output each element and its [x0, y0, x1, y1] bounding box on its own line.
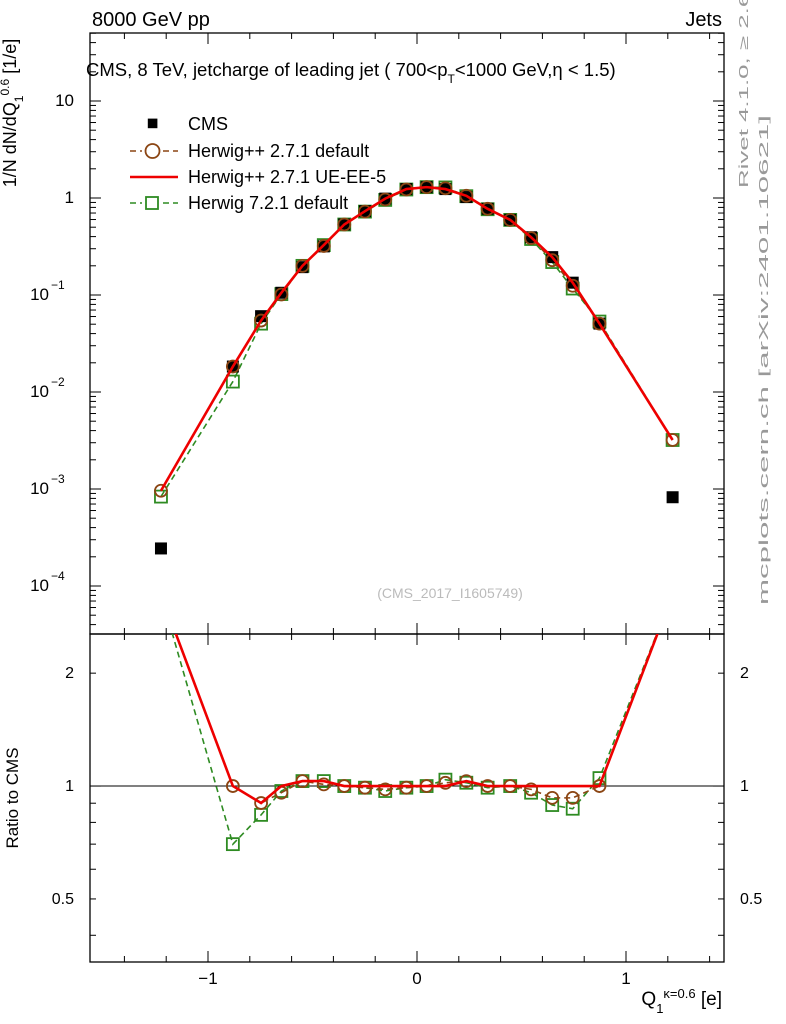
svg-text:(CMS_2017_I1605749): (CMS_2017_I1605749): [377, 585, 523, 601]
svg-text:1: 1: [65, 188, 74, 207]
svg-text:10: 10: [30, 382, 49, 401]
svg-text:−4: −4: [51, 569, 65, 583]
svg-text:Herwig++ 2.7.1 UE-EE-5: Herwig++ 2.7.1 UE-EE-5: [188, 167, 386, 187]
svg-text:0.5: 0.5: [52, 891, 74, 908]
svg-text:2: 2: [740, 665, 749, 682]
svg-text:−2: −2: [51, 375, 65, 389]
svg-text:2: 2: [65, 665, 74, 682]
svg-text:Herwig++ 2.7.1 default: Herwig++ 2.7.1 default: [188, 141, 369, 161]
svg-text:−1: −1: [51, 278, 65, 292]
svg-text:0: 0: [412, 969, 421, 988]
svg-text:0.5: 0.5: [740, 891, 762, 908]
svg-text:CMS: CMS: [188, 114, 228, 134]
svg-text:Ratio to CMS: Ratio to CMS: [3, 747, 22, 848]
svg-text:Rivet 4.1.0, ≥ 2.6M events: Rivet 4.1.0, ≥ 2.6M events: [736, 0, 751, 188]
svg-text:1: 1: [65, 778, 74, 795]
svg-text:−1: −1: [198, 969, 217, 988]
svg-text:Herwig 7.2.1 default: Herwig 7.2.1 default: [188, 193, 348, 213]
svg-text:10: 10: [30, 576, 49, 595]
svg-text:10: 10: [55, 91, 74, 110]
svg-text:10: 10: [30, 285, 49, 304]
svg-text:8000 GeV pp: 8000 GeV pp: [92, 9, 210, 31]
svg-text:1: 1: [740, 778, 749, 795]
svg-text:10: 10: [30, 479, 49, 498]
svg-text:−3: −3: [51, 472, 65, 486]
svg-text:Jets: Jets: [685, 9, 722, 31]
svg-text:mcplots.cern.ch [arXiv:2401.10: mcplots.cern.ch [arXiv:2401.10621]: [756, 115, 771, 605]
svg-text:1: 1: [621, 969, 630, 988]
